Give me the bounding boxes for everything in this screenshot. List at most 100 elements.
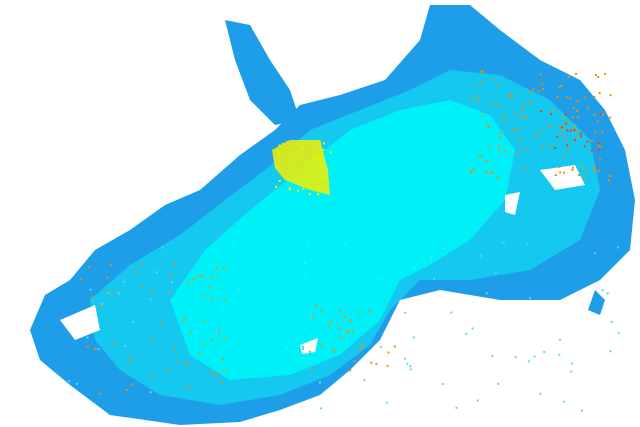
echo-speckle xyxy=(310,313,313,316)
echo-speckle xyxy=(558,353,561,356)
echo-speckle xyxy=(556,95,559,98)
echo-speckle xyxy=(319,407,322,410)
echo-speckle xyxy=(91,296,94,299)
echo-speckle xyxy=(563,171,565,174)
echo-speckle xyxy=(331,348,334,350)
echo-speckle xyxy=(301,345,304,348)
echo-speckle xyxy=(343,316,346,318)
echo-speckle xyxy=(215,267,218,270)
echo-speckle xyxy=(601,113,604,116)
echo-speckle xyxy=(562,117,565,120)
echo-speckle xyxy=(441,247,444,250)
echo-speckle xyxy=(183,320,185,323)
echo-speckle xyxy=(344,242,347,245)
echo-speckle xyxy=(80,278,83,281)
echo-speckle xyxy=(214,329,217,331)
echo-speckle xyxy=(481,71,484,73)
echo-speckle xyxy=(211,276,214,279)
echo-speckle xyxy=(554,147,557,149)
echo-speckle xyxy=(387,351,390,354)
echo-speckle xyxy=(597,144,600,147)
echo-speckle xyxy=(497,104,500,107)
echo-speckle xyxy=(559,338,561,341)
echo-speckle xyxy=(529,91,531,94)
echo-speckle xyxy=(377,277,380,280)
echo-speckle xyxy=(601,131,604,134)
echo-speckle xyxy=(185,362,188,365)
echo-speckle xyxy=(516,113,519,116)
echo-speckle xyxy=(599,113,602,115)
echo-speckle xyxy=(320,345,323,347)
echo-speckle xyxy=(477,154,480,157)
echo-speckle xyxy=(599,145,602,148)
echo-speckle xyxy=(314,157,317,160)
echo-speckle xyxy=(569,129,572,132)
echo-speckle xyxy=(221,308,223,311)
echo-speckle xyxy=(560,126,563,129)
echo-speckle xyxy=(564,155,567,158)
echo-speckle xyxy=(486,123,489,126)
intense-echo-speckles xyxy=(68,70,620,412)
echo-speckle xyxy=(597,76,600,78)
echo-speckle xyxy=(320,309,323,312)
echo-speckle xyxy=(609,350,612,353)
echo-speckle xyxy=(342,332,345,335)
echo-speckle xyxy=(526,243,529,246)
echo-speckle xyxy=(86,345,89,348)
echo-speckle xyxy=(375,362,378,365)
echo-speckle xyxy=(316,181,319,184)
echo-speckle xyxy=(278,144,281,147)
echo-speckle xyxy=(476,399,479,402)
echo-speckle xyxy=(183,385,186,388)
echo-speckle xyxy=(75,382,78,385)
echo-speckle xyxy=(281,142,284,145)
echo-speckle xyxy=(594,252,597,255)
echo-speckle xyxy=(494,271,497,274)
echo-speckle xyxy=(86,336,89,339)
echo-speckle xyxy=(329,320,332,323)
echo-speckle xyxy=(208,286,211,289)
echo-speckle xyxy=(101,305,104,308)
echo-speckle xyxy=(379,345,382,348)
echo-speckle xyxy=(412,336,415,339)
echo-speckle xyxy=(322,149,325,151)
echo-speckle xyxy=(309,350,312,353)
yellow-cell-cluster xyxy=(272,140,330,195)
echo-speckle xyxy=(409,368,412,371)
echo-speckle xyxy=(554,174,557,176)
echo-speckle xyxy=(152,291,155,294)
echo-speckle xyxy=(525,115,528,118)
echo-speckle xyxy=(139,286,142,289)
echo-speckle xyxy=(581,409,583,412)
echo-speckle xyxy=(210,338,213,341)
echo-speckle xyxy=(552,108,555,111)
echo-speckle xyxy=(285,141,288,144)
echo-speckle xyxy=(139,263,142,265)
echo-speckle xyxy=(117,291,120,294)
echo-speckle xyxy=(599,158,602,161)
echo-speckle xyxy=(521,107,524,110)
echo-speckle xyxy=(540,145,543,148)
echo-speckle xyxy=(131,383,134,386)
echo-speckle xyxy=(549,144,552,147)
echo-speckle xyxy=(593,168,596,170)
echo-speckle xyxy=(351,330,354,333)
core-echo-region xyxy=(170,100,515,380)
echo-speckle xyxy=(510,95,513,98)
echo-speckle xyxy=(276,149,279,152)
echo-speckle xyxy=(203,319,206,322)
echo-speckle xyxy=(566,144,569,147)
echo-speckle xyxy=(288,187,291,190)
echo-speckle xyxy=(124,344,127,347)
echo-speckle xyxy=(516,152,519,155)
echo-speckle xyxy=(491,78,494,81)
echo-speckle xyxy=(539,131,542,134)
echo-speckle xyxy=(130,355,133,358)
echo-speckle xyxy=(278,180,281,182)
echo-speckle xyxy=(609,175,611,177)
echo-speckle xyxy=(564,113,567,116)
echo-speckle xyxy=(222,358,225,360)
echo-speckle xyxy=(98,392,101,395)
echo-speckle xyxy=(593,169,596,172)
echo-speckle xyxy=(308,193,311,196)
